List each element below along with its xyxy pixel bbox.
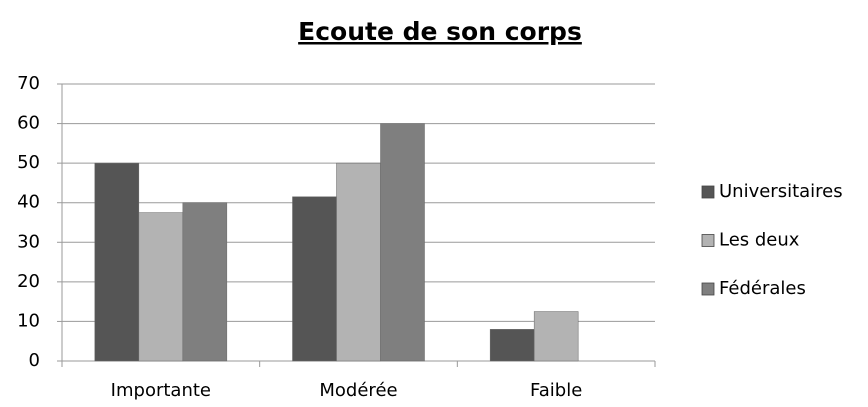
bar	[533, 311, 579, 362]
chart-title: Ecoute de son corps	[298, 17, 582, 46]
legend-swatch	[701, 234, 715, 247]
y-tick-label: 50	[17, 152, 40, 173]
y-tick-label: 40	[17, 192, 40, 213]
x-tick-label: Importante	[111, 380, 211, 401]
x-tick-label: Modérée	[319, 380, 397, 401]
y-tick-label: 30	[17, 231, 40, 252]
y-tick-label: 20	[17, 271, 40, 292]
y-tick-label: 70	[17, 73, 40, 94]
legend-label: Les deux	[719, 230, 800, 251]
bar	[94, 162, 140, 362]
legend-label: Universitaires	[719, 181, 843, 202]
bar	[292, 196, 337, 362]
bar	[489, 329, 535, 362]
y-tick-label: 60	[17, 113, 40, 134]
legend-swatch	[701, 282, 715, 296]
x-tick-label: Faible	[530, 380, 582, 401]
y-tick-label: 10	[17, 310, 40, 331]
bar	[182, 202, 228, 362]
bar	[138, 212, 184, 362]
legend-swatch	[701, 185, 715, 199]
bar	[336, 162, 381, 362]
legend-label: Fédérales	[719, 278, 806, 299]
bar	[380, 123, 425, 362]
y-tick-label: 0	[29, 350, 40, 371]
